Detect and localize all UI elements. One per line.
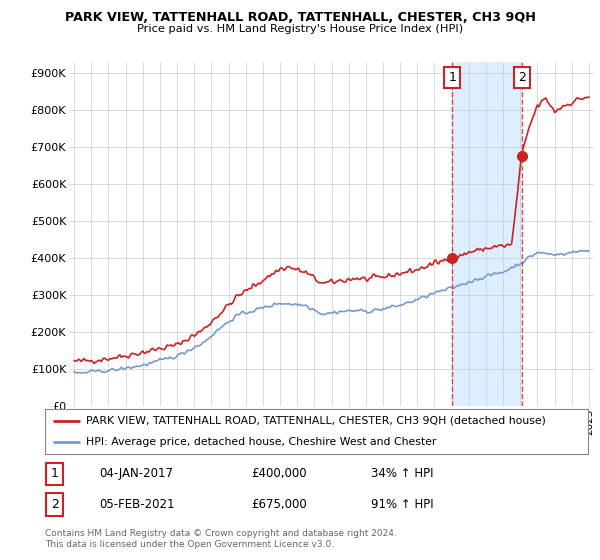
Text: 05-FEB-2021: 05-FEB-2021 <box>100 498 175 511</box>
Text: 34% ↑ HPI: 34% ↑ HPI <box>371 467 433 480</box>
Text: 91% ↑ HPI: 91% ↑ HPI <box>371 498 433 511</box>
Text: 04-JAN-2017: 04-JAN-2017 <box>100 467 173 480</box>
Text: Contains HM Land Registry data © Crown copyright and database right 2024.
This d: Contains HM Land Registry data © Crown c… <box>45 529 397 549</box>
Text: Price paid vs. HM Land Registry's House Price Index (HPI): Price paid vs. HM Land Registry's House … <box>137 24 463 34</box>
Text: PARK VIEW, TATTENHALL ROAD, TATTENHALL, CHESTER, CH3 9QH (detached house): PARK VIEW, TATTENHALL ROAD, TATTENHALL, … <box>86 416 545 426</box>
Text: 2: 2 <box>51 498 59 511</box>
Text: HPI: Average price, detached house, Cheshire West and Chester: HPI: Average price, detached house, Ches… <box>86 436 436 446</box>
Text: £400,000: £400,000 <box>251 467 307 480</box>
Text: £675,000: £675,000 <box>251 498 307 511</box>
Text: 1: 1 <box>51 467 59 480</box>
Bar <box>452 62 521 406</box>
Text: 2: 2 <box>518 71 526 83</box>
Text: 1: 1 <box>448 71 456 83</box>
Text: PARK VIEW, TATTENHALL ROAD, TATTENHALL, CHESTER, CH3 9QH: PARK VIEW, TATTENHALL ROAD, TATTENHALL, … <box>65 11 535 24</box>
